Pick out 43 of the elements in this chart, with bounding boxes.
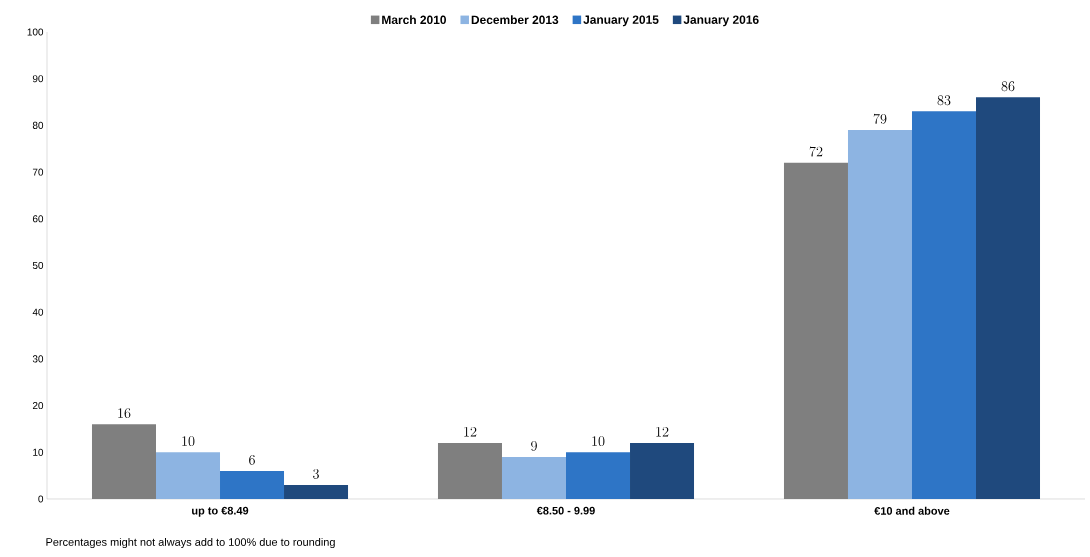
- data-label: 12: [656, 426, 669, 437]
- bar: [91, 424, 156, 499]
- y-tick-label: 30: [32, 355, 44, 363]
- data-label: 72: [809, 146, 823, 157]
- bar: [220, 470, 285, 499]
- y-tick-label: 80: [32, 121, 44, 129]
- bar: [783, 162, 848, 499]
- legend-label: March 2010: [382, 15, 446, 25]
- x-tick-label: €8.50 - 9.99: [536, 506, 595, 515]
- bar: [630, 442, 695, 499]
- bar: [501, 456, 566, 499]
- text: Percentages might not always add to 100% due to rounding: [46, 537, 335, 549]
- legend-label: January 2016: [683, 15, 759, 27]
- x-tick-label: €10 and above: [874, 506, 950, 515]
- bar: [911, 111, 976, 499]
- bar: [566, 452, 631, 499]
- legend-label: January 2015: [583, 15, 659, 27]
- bar: [284, 484, 349, 499]
- y-tick-label: 40: [32, 308, 44, 316]
- y-tick-label: 70: [32, 168, 44, 176]
- data-label: 6: [249, 454, 255, 465]
- bar: [976, 97, 1041, 499]
- y-tick-label: 60: [32, 215, 44, 223]
- data-label: 83: [937, 95, 951, 106]
- y-tick-label: 10: [33, 448, 44, 456]
- bar: [847, 130, 912, 499]
- y-tick-label: 50: [32, 261, 44, 270]
- y-tick-label: 90: [32, 75, 44, 83]
- y-tick-label: 20: [32, 402, 44, 410]
- data-label: 79: [873, 113, 887, 124]
- x-tick-label: up to €8.49: [192, 506, 249, 517]
- data-label: 12: [464, 426, 477, 437]
- data-label: 3: [313, 468, 319, 479]
- data-label: 9: [531, 440, 537, 451]
- data-label: 10: [592, 436, 605, 447]
- data-label: 16: [118, 408, 131, 419]
- bar: [437, 442, 502, 499]
- bar: [156, 452, 221, 499]
- y-tick-label: 100: [27, 28, 44, 36]
- y-tick-label: 0: [38, 495, 44, 503]
- legend-label: December 2013: [471, 15, 559, 25]
- data-label: 86: [1001, 81, 1015, 92]
- data-label: 10: [182, 436, 195, 447]
